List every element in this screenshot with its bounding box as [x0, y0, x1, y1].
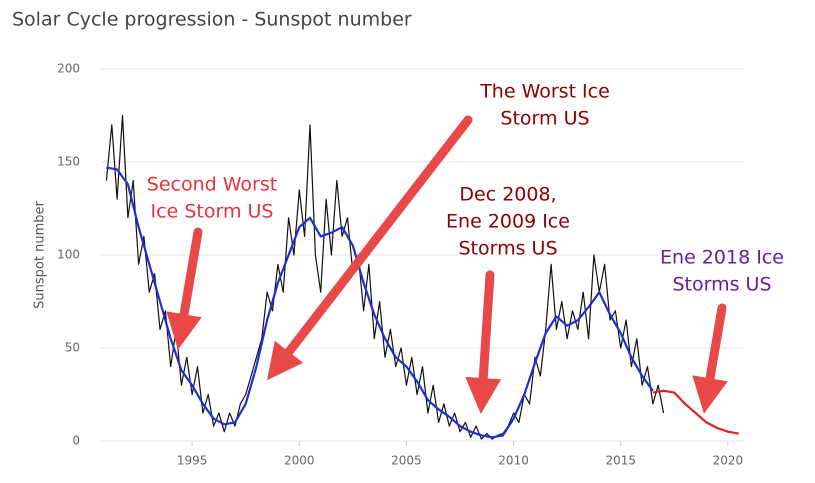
y-tick-label: 100 [57, 248, 80, 262]
y-tick-label: 200 [57, 62, 80, 76]
x-tick-label: 2010 [498, 454, 529, 468]
x-tick-label: 2020 [713, 454, 744, 468]
arrows [166, 115, 728, 414]
annotation: Storms US [672, 274, 771, 296]
arrow [465, 270, 502, 414]
annotation: Ice Storm US [151, 201, 274, 223]
y-tick-label: 0 [72, 434, 80, 448]
x-tick-label: 2005 [391, 454, 422, 468]
arrow [266, 115, 473, 381]
annotation: Storms US [458, 238, 557, 260]
series-line [652, 389, 739, 435]
x-tick-label: 2015 [605, 454, 636, 468]
y-tick-label: 50 [65, 341, 80, 355]
x-tick-label: 1995 [177, 454, 208, 468]
annotations: Second Worst Ice Storm US The Worst Ice Sto… [145, 79, 786, 298]
y-axis-label: Sunspot number [33, 201, 48, 309]
annotation: Second Worst [147, 174, 277, 196]
chart-title: Solar Cycle progression - Sunspot number [12, 9, 412, 31]
annotation: Ene 2009 Ice [446, 211, 570, 233]
annotation: Dec 2008, [459, 184, 556, 206]
series-line [105, 114, 665, 440]
arrow [692, 303, 728, 414]
annotation: The Worst Ice [479, 81, 610, 103]
plot-area: 0 50 100 150 200 1995 2000 2005 2010 2015 2020 [57, 62, 745, 468]
annotation: Ene 2018 Ice [660, 247, 784, 269]
series-line [106, 166, 654, 439]
arrow [166, 227, 203, 350]
y-tick-label: 150 [57, 155, 80, 169]
annotation: Storm US [500, 108, 589, 130]
x-tick-label: 2000 [284, 454, 315, 468]
